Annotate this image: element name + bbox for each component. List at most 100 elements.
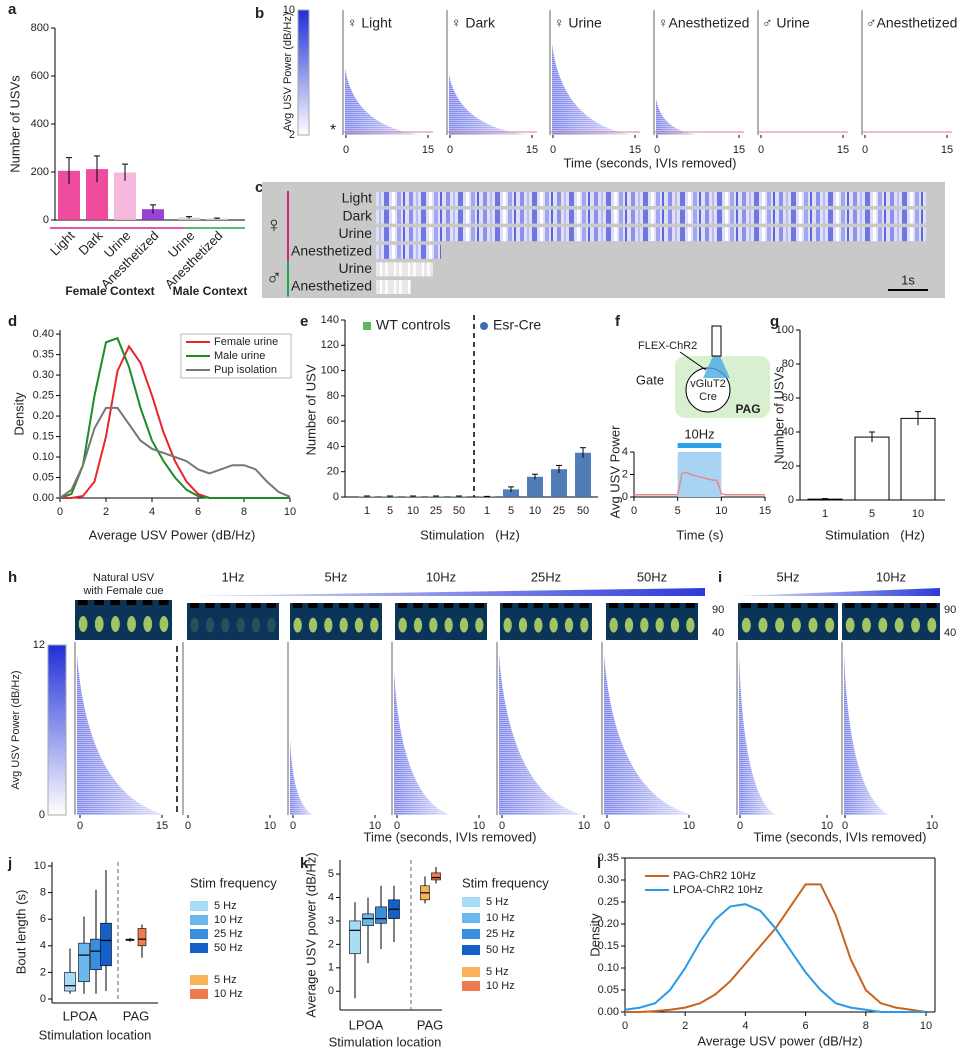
light-cone <box>703 356 730 378</box>
legend-label: 10 Hz <box>214 988 243 1000</box>
call <box>127 616 136 632</box>
call <box>791 617 801 633</box>
x-tick-label: 2 <box>103 506 109 518</box>
stim-block <box>877 603 888 608</box>
stim-block <box>110 600 121 605</box>
legend-swatch <box>190 901 208 911</box>
x-axis-label: Stimulation location <box>329 1034 442 1049</box>
stim-block <box>236 603 246 608</box>
y-tick-label: 60 <box>782 392 794 404</box>
category-label: 1 <box>822 508 828 520</box>
y-tick-label: 8 <box>40 887 46 899</box>
stim-block <box>459 603 469 608</box>
panel-label: i <box>718 569 722 586</box>
frequency-tick-label: 90 <box>944 604 956 616</box>
legend-swatch <box>190 989 208 999</box>
call <box>267 617 276 633</box>
bar <box>206 218 228 220</box>
x-tick-label: 0 <box>185 820 191 832</box>
panel-label: f <box>615 313 621 330</box>
group-symbol: ♀ <box>266 212 283 237</box>
raster-hatch <box>656 98 699 135</box>
legend-label: 5 Hz <box>486 896 509 908</box>
panel-label: a <box>8 1 17 18</box>
y-tick-label: 0 <box>328 985 334 997</box>
legend-swatch <box>462 945 480 955</box>
x-tick-label: 10 <box>920 1020 932 1032</box>
category-label: 5 <box>387 505 393 517</box>
category-label: LPOA <box>63 1008 98 1023</box>
call <box>398 617 407 633</box>
box <box>64 972 76 992</box>
panel-title: ♀ Urine <box>554 15 602 31</box>
category-label: PAG <box>417 1017 444 1032</box>
stim-block <box>205 603 215 608</box>
stim-block <box>474 603 484 608</box>
panel-title: Natural USV <box>93 572 155 584</box>
x-tick-label: 0 <box>447 144 453 156</box>
box <box>349 920 361 955</box>
x-tick-label: 10 <box>578 820 590 832</box>
frequency-tick-label: 90 <box>712 604 724 616</box>
x-tick-label: 15 <box>941 144 953 156</box>
line <box>59 406 291 499</box>
y-tick-label: 0.40 <box>33 328 54 340</box>
stim-block <box>142 600 153 605</box>
x-tick-label: 10 <box>683 820 695 832</box>
call <box>878 617 888 633</box>
y-tick-label: 40 <box>782 426 794 438</box>
stim-block <box>308 603 318 608</box>
colorbar-tick-label: 2 <box>289 129 295 141</box>
frequency-wedge <box>185 588 705 596</box>
bar <box>86 169 108 220</box>
frequency-tick-label: 40 <box>944 627 956 639</box>
stim-block <box>549 603 559 608</box>
stim-block <box>266 603 276 608</box>
cell-label: vGluT2 <box>690 378 725 390</box>
x-tick-label: 0 <box>394 820 400 832</box>
category-label: 5 <box>508 505 514 517</box>
y-tick-label: 0.25 <box>598 896 619 908</box>
category-label: PAG <box>123 1008 150 1023</box>
call <box>741 617 751 633</box>
x-tick-label: 0 <box>604 820 610 832</box>
box <box>90 938 102 971</box>
x-tick-label: 10 <box>284 506 296 518</box>
raster-hatch <box>604 654 694 815</box>
call <box>190 617 199 633</box>
colorbar-tick-label: 0 <box>39 809 45 821</box>
group-symbol: ♂ <box>266 265 283 290</box>
y-tick-label: 0.15 <box>33 430 54 442</box>
legend-title: Stim frequency <box>190 875 277 890</box>
panel-title: ♀Anesthetized <box>658 15 749 31</box>
stripe-row <box>376 209 926 224</box>
x-axis-label: Stimulation (Hz) <box>420 527 520 542</box>
y-tick-label: 6 <box>40 913 46 925</box>
region-label: PAG <box>735 402 760 416</box>
call <box>221 617 230 633</box>
x-tick-label: 0 <box>499 820 505 832</box>
call <box>624 617 634 633</box>
y-tick-label: 0.05 <box>598 984 619 996</box>
bar <box>551 469 567 497</box>
category-label: 25 <box>553 505 565 517</box>
call <box>655 617 664 633</box>
y-tick-label: 80 <box>327 390 339 402</box>
y-tick-label: 0.35 <box>33 348 54 360</box>
y-tick-label: 100 <box>776 324 794 336</box>
call <box>111 616 120 632</box>
stim-block <box>518 603 528 608</box>
y-tick-label: 60 <box>327 415 339 427</box>
legend-label: 10 Hz <box>486 912 515 924</box>
trace <box>634 471 765 496</box>
y-tick-label: 0 <box>333 491 339 503</box>
legend-swatch <box>462 967 480 977</box>
y-tick-label: 2 <box>622 468 628 480</box>
spectrogram <box>395 603 487 640</box>
x-tick-label: 0 <box>758 144 764 156</box>
stim-band <box>677 452 722 497</box>
legend-label: Male urine <box>214 350 265 362</box>
y-axis-label: Average USV power (dB/Hz) <box>303 852 318 1017</box>
panel-label: g <box>770 313 779 330</box>
